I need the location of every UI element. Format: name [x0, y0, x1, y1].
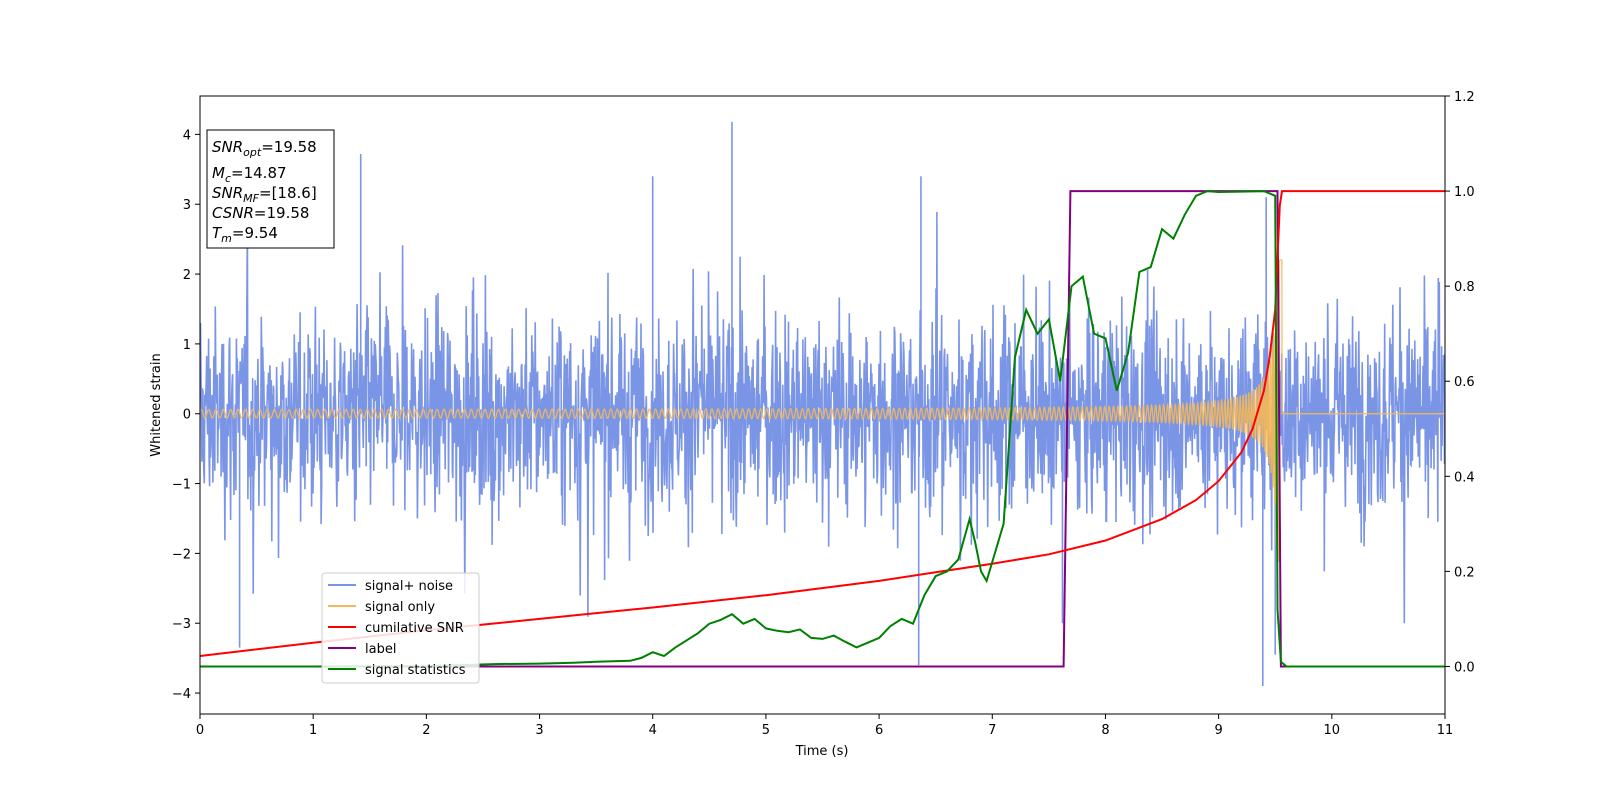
- info-csnr-base: CSNR: [212, 204, 254, 222]
- x-tick-label: 11: [1437, 723, 1454, 738]
- y-right-tick-label: 0.0: [1454, 660, 1475, 675]
- info-tm: Tm=9.54: [212, 224, 278, 245]
- info-mc-base: M: [212, 164, 225, 182]
- signal-only-series: [200, 259, 1445, 563]
- x-axis-label: Time (s): [795, 744, 849, 759]
- info-tm-value: =9.54: [232, 224, 278, 242]
- info-snr-mf-value: =[18.6]: [259, 184, 317, 202]
- x-tick-label: 7: [988, 723, 996, 738]
- y-right-tick-label: 1.2: [1454, 90, 1475, 105]
- info-snr-opt-sub: opt: [243, 146, 262, 159]
- y-left-tick-label: 4: [183, 128, 191, 143]
- info-snr-opt-value: =19.58: [261, 138, 317, 156]
- info-csnr: CSNR=19.58: [212, 204, 309, 222]
- y-left-tick-label: −4: [172, 687, 191, 702]
- info-tm-sub: m: [221, 232, 232, 245]
- signal-only-line: [200, 259, 1445, 563]
- x-tick-label: 9: [1214, 723, 1222, 738]
- y-right-tick-label: 0.2: [1454, 565, 1475, 580]
- info-mc: Mc=14.87: [212, 164, 287, 185]
- x-tick-label: 8: [1101, 723, 1109, 738]
- cumulative-snr-line: [200, 190, 1445, 657]
- info-box: SNRopt=19.58 Mc=14.87 SNRMF=[18.6] CSNR=…: [206, 129, 335, 249]
- y-right-tick-label: 1.0: [1454, 185, 1475, 200]
- legend-label-signal-statistics: signal statistics: [365, 663, 466, 678]
- y-right-tick-label: 0.6: [1454, 375, 1475, 390]
- info-tm-base: T: [212, 224, 223, 242]
- left-axis-ticks: −4 −3 −2 −1 0 1 2 3 4: [172, 128, 200, 702]
- legend-label-signal-only: signal only: [365, 600, 435, 615]
- x-tick-label: 2: [422, 723, 430, 738]
- signal-statistics-line: [200, 190, 1445, 668]
- y-left-tick-label: 3: [183, 198, 191, 213]
- signal-noise-series: [200, 121, 1445, 687]
- x-tick-label: 4: [649, 723, 657, 738]
- legend-label-cumulative-snr: cumilative SNR: [365, 621, 464, 636]
- x-tick-label: 5: [762, 723, 770, 738]
- plot-frame: [199, 95, 1446, 715]
- info-snr-opt: SNRopt=19.58: [212, 138, 317, 159]
- x-tick-label: 0: [196, 723, 204, 738]
- right-axis-series: [200, 190, 1445, 668]
- right-axis-ticks: 0.0 0.2 0.4 0.6 0.8 1.0 1.2: [1445, 90, 1475, 675]
- x-tick-label: 1: [309, 723, 317, 738]
- legend-label-label: label: [365, 642, 396, 657]
- y-left-tick-label: −2: [172, 547, 191, 562]
- info-snr-opt-base: SNR: [212, 138, 243, 156]
- x-tick-label: 3: [535, 723, 543, 738]
- y-left-tick-label: −1: [172, 478, 191, 493]
- plot-area: [200, 121, 1445, 687]
- y-left-tick-label: 2: [183, 268, 191, 283]
- info-box-frame: [206, 129, 335, 249]
- y-left-tick-label: −3: [172, 617, 191, 632]
- legend-frame: [321, 572, 480, 684]
- x-tick-label: 6: [875, 723, 883, 738]
- signal-noise-line: [200, 211, 1445, 624]
- legend-label-signal-noise: signal+ noise: [365, 579, 453, 594]
- y-left-tick-label: 1: [183, 338, 191, 353]
- x-axis-ticks: 0 1 2 3 4 5 6 7 8 9 10 11: [196, 714, 1453, 738]
- legend: signal+ noise signal only cumilative SNR…: [321, 572, 480, 684]
- y-left-tick-label: 0: [183, 408, 191, 423]
- info-snr-mf-sub: MF: [243, 192, 259, 205]
- x-tick-label: 10: [1324, 723, 1341, 738]
- y-axis-label: Whitened strain: [149, 353, 164, 456]
- info-csnr-value: =19.58: [254, 204, 310, 222]
- info-mc-value: =14.87: [231, 164, 287, 182]
- info-snr-mf-base: SNR: [212, 184, 243, 202]
- info-snr-mf: SNRMF=[18.6]: [212, 184, 317, 205]
- info-mc-sub: c: [225, 172, 231, 185]
- y-right-tick-label: 0.4: [1454, 470, 1475, 485]
- y-right-tick-label: 0.8: [1454, 280, 1475, 295]
